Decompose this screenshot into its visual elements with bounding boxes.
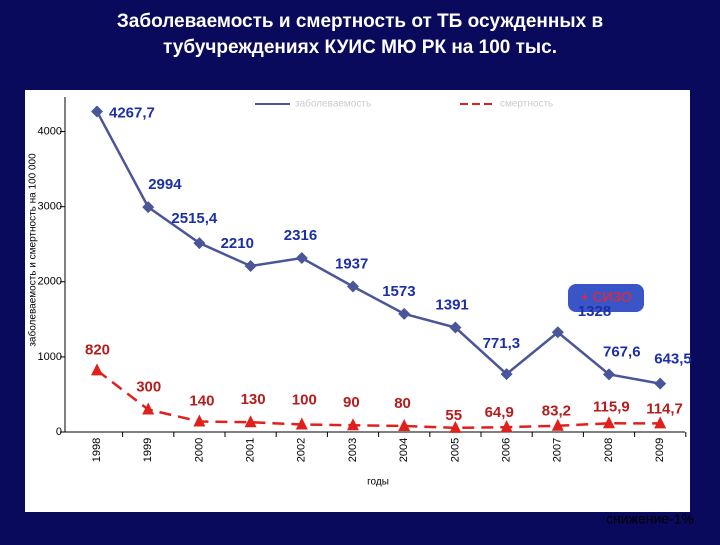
x-tick-label: 2003 <box>347 438 359 462</box>
annotation: + СИЗО <box>580 289 632 305</box>
data-label: 100 <box>292 391 317 408</box>
data-label: 4267,7 <box>109 104 155 121</box>
data-label: 2994 <box>148 176 182 193</box>
point <box>295 417 308 430</box>
x-tick-label: 2004 <box>398 438 410 462</box>
chart-title: Заболеваемость и смертность от ТБ осужде… <box>117 11 603 32</box>
data-label: 83,2 <box>542 403 571 420</box>
point <box>347 280 359 293</box>
data-label: 820 <box>85 341 110 358</box>
data-label: 1937 <box>335 255 368 272</box>
series-line <box>95 110 661 385</box>
y-axis-label: заболеваемость и смертность на 100 000 <box>27 153 39 347</box>
point <box>193 414 206 427</box>
data-label: 2316 <box>284 227 317 244</box>
point <box>654 377 667 390</box>
point <box>449 420 462 433</box>
data-label: 1391 <box>435 296 468 313</box>
data-label: 80 <box>394 395 411 412</box>
data-label: 767,6 <box>603 343 641 360</box>
point <box>398 307 411 320</box>
data-label: 130 <box>241 391 266 408</box>
annotation-box <box>568 284 644 312</box>
point <box>91 105 103 118</box>
point <box>551 418 564 431</box>
data-label: 64,9 <box>485 404 514 421</box>
data-label: 90 <box>343 394 360 411</box>
point <box>500 368 513 381</box>
point <box>244 415 257 428</box>
data-label: 2210 <box>221 235 254 252</box>
legend-label: смертность <box>500 99 553 110</box>
data-label: 1328 <box>578 303 611 320</box>
point <box>603 416 615 429</box>
data-label: 771,3 <box>483 335 521 352</box>
data-label: 643,5 <box>654 351 692 368</box>
point <box>142 201 155 214</box>
x-tick-label: 2008 <box>603 438 615 462</box>
y-tick-label: 3000 <box>38 201 62 213</box>
series-line <box>96 369 661 430</box>
point <box>551 326 564 339</box>
x-tick-label: 2000 <box>193 438 205 462</box>
x-tick-label: 2007 <box>552 438 564 462</box>
point <box>295 252 308 265</box>
point <box>347 418 359 431</box>
data-label: 114,7 <box>646 400 683 417</box>
point <box>500 420 513 433</box>
point <box>603 368 615 381</box>
data-label: 140 <box>189 392 214 409</box>
point <box>244 260 257 273</box>
point <box>398 418 411 431</box>
y-tick-label: 4000 <box>38 125 62 137</box>
data-label: 55 <box>445 407 462 424</box>
data-label: 115,9 <box>593 398 630 415</box>
x-tick-label: 2006 <box>501 438 513 462</box>
point <box>142 402 155 415</box>
y-tick-label: 1000 <box>38 351 62 363</box>
point <box>91 363 103 376</box>
y-tick-label: 2000 <box>38 276 62 288</box>
x-tick-label: 2001 <box>245 438 257 462</box>
x-tick-label: 2005 <box>449 438 461 462</box>
x-tick-label: 2009 <box>654 438 666 462</box>
chart-title: тубучреждениях КУИС МЮ РК на 100 тыс. <box>163 37 557 58</box>
x-axis-label: годы <box>367 477 389 488</box>
x-tick-label: 2002 <box>296 438 308 462</box>
legend-label: заболеваемость <box>295 98 371 110</box>
y-tick-label: 0 <box>56 426 62 438</box>
data-label: 1573 <box>382 283 415 300</box>
point <box>654 416 667 429</box>
annotation: снижение-1% <box>606 511 694 527</box>
point <box>449 321 462 334</box>
data-label: 2515,4 <box>171 210 218 227</box>
point <box>193 237 206 250</box>
x-tick-label: 1999 <box>142 438 154 462</box>
data-label: 300 <box>136 378 161 395</box>
x-tick-label: 1998 <box>91 438 103 462</box>
